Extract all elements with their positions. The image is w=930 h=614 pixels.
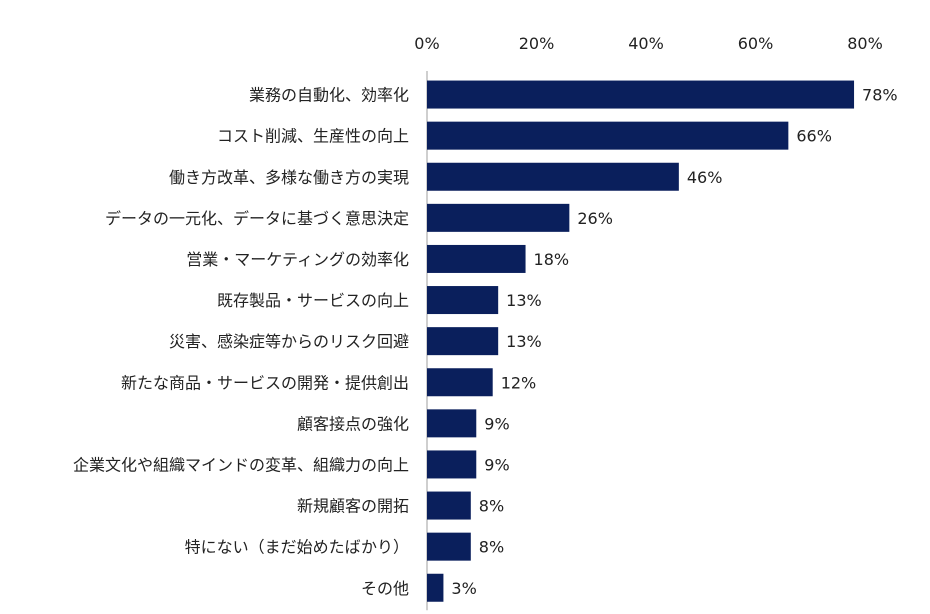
value-label: 3% — [451, 579, 476, 598]
bar — [427, 203, 570, 232]
bar-row: 既存製品・サービスの向上 13% — [217, 286, 542, 315]
x-tick-label: 0% — [414, 34, 439, 53]
value-label: 8% — [479, 538, 504, 557]
value-label: 78% — [862, 86, 898, 105]
bar-row: 業務の自動化、効率化 78% — [249, 80, 898, 109]
category-label: コスト削減、生産性の向上 — [217, 127, 409, 146]
bar-row: コスト削減、生産性の向上 66% — [217, 121, 832, 150]
bar — [427, 573, 444, 602]
x-tick-label: 80% — [847, 34, 883, 53]
bar — [427, 450, 477, 479]
category-label: 企業文化や組織マインドの変革、組織力の向上 — [73, 455, 409, 474]
bar — [427, 244, 526, 273]
value-label: 66% — [796, 127, 832, 146]
category-label: 既存製品・サービスの向上 — [217, 291, 409, 310]
value-label: 26% — [577, 209, 613, 228]
bar — [427, 368, 493, 397]
x-tick-label: 20% — [519, 34, 555, 53]
category-label: 災害、感染症等からのリスク回避 — [169, 332, 409, 351]
bar — [427, 286, 499, 315]
category-label: データの一元化、データに基づく意思決定 — [105, 209, 409, 228]
category-label: 働き方改革、多様な働き方の実現 — [169, 168, 409, 187]
category-label: 営業・マーケティングの効率化 — [186, 250, 409, 269]
bar-row: その他 3% — [361, 573, 477, 602]
bar — [427, 491, 471, 520]
bar-row: 災害、感染症等からのリスク回避 13% — [169, 327, 542, 356]
bar-row: 顧客接点の強化 9% — [297, 409, 510, 438]
category-label: 新たな商品・サービスの開発・提供創出 — [121, 373, 409, 392]
category-label: 特にない（まだ始めたばかり） — [185, 538, 409, 557]
category-label: 顧客接点の強化 — [297, 414, 409, 433]
value-label: 18% — [534, 250, 570, 269]
bar — [427, 532, 471, 561]
bar-row: 特にない（まだ始めたばかり） 8% — [185, 532, 504, 561]
bar-row: 新たな商品・サービスの開発・提供創出 12% — [121, 368, 537, 397]
value-label: 13% — [506, 332, 542, 351]
value-label: 13% — [506, 291, 542, 310]
bar — [427, 80, 855, 109]
bar-row: データの一元化、データに基づく意思決定 26% — [105, 203, 613, 232]
bar — [427, 327, 499, 356]
category-label: その他 — [361, 579, 409, 598]
category-label: 業務の自動化、効率化 — [249, 86, 409, 105]
value-label: 8% — [479, 497, 504, 516]
bar — [427, 409, 477, 438]
value-label: 46% — [687, 168, 723, 187]
bars-group: 業務の自動化、効率化 78% コスト削減、生産性の向上 66% 働き方改革、多様な働き方… — [73, 80, 898, 602]
value-label: 12% — [501, 373, 537, 392]
bar — [427, 162, 679, 191]
bar-row: 営業・マーケティングの効率化 18% — [186, 244, 570, 273]
bar-row: 働き方改革、多様な働き方の実現 46% — [169, 162, 723, 191]
x-axis-ticks: 0% 20% 40% 60% 80% — [414, 34, 882, 53]
x-tick-label: 60% — [738, 34, 774, 53]
x-tick-label: 40% — [628, 34, 664, 53]
value-label: 9% — [484, 455, 509, 474]
bar-row: 企業文化や組織マインドの変革、組織力の向上 9% — [73, 450, 510, 479]
category-label: 新規顧客の開拓 — [297, 497, 409, 516]
bar-row: 新規顧客の開拓 8% — [297, 491, 504, 520]
value-label: 9% — [484, 414, 509, 433]
bar — [427, 121, 789, 150]
